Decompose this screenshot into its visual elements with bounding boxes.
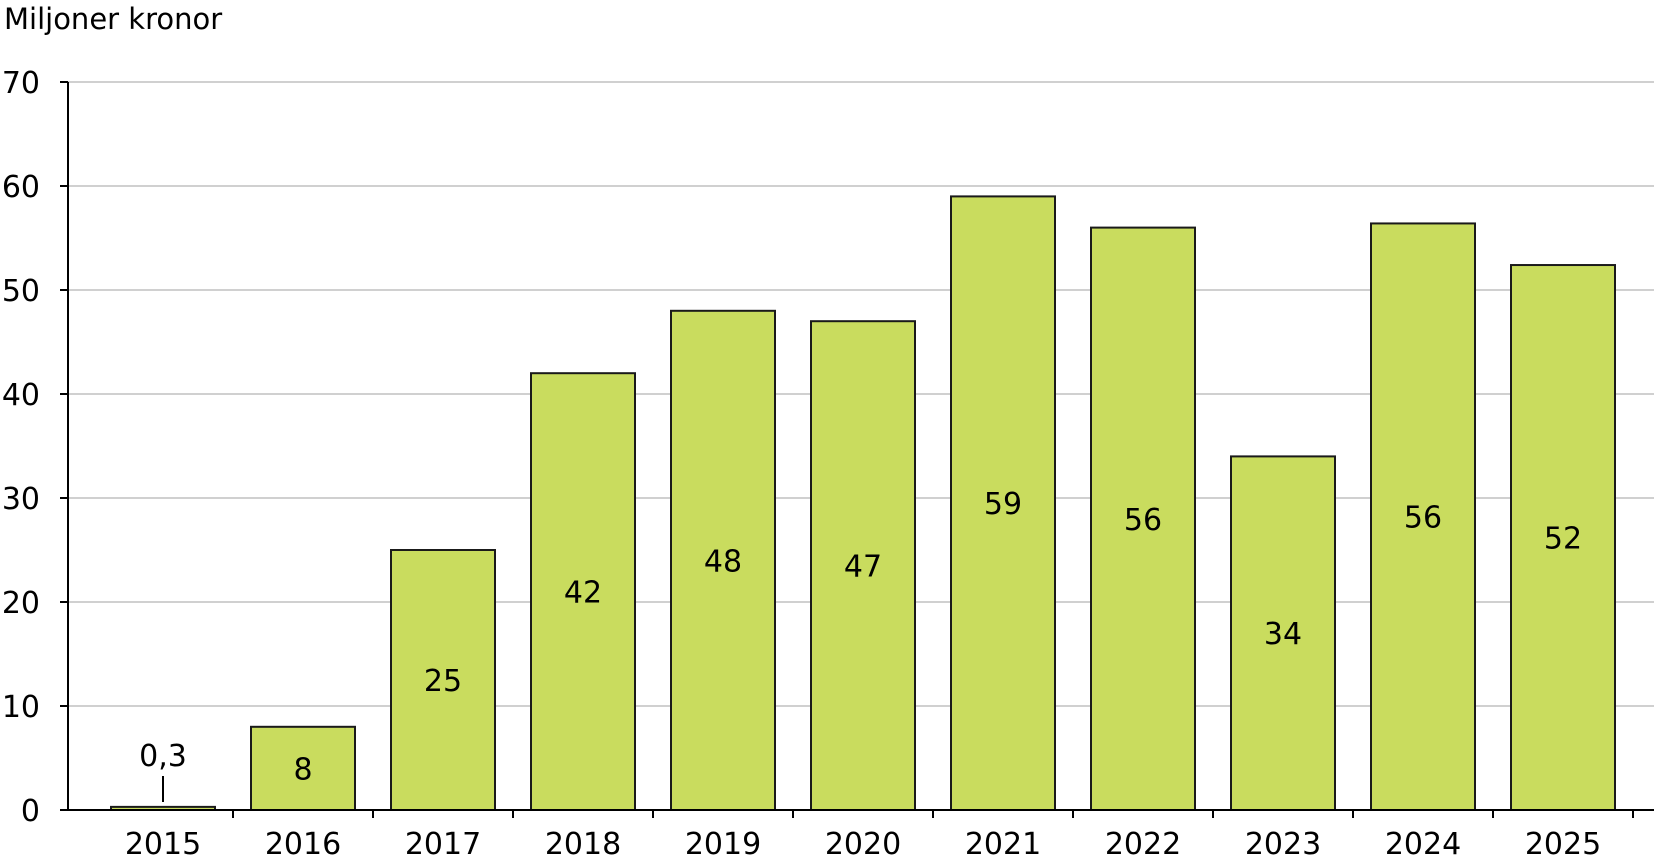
x-tick-label: 2024 bbox=[1385, 827, 1461, 862]
x-tick-label: 2016 bbox=[265, 827, 341, 862]
bar-2025 bbox=[1510, 264, 1616, 812]
data-labels: 0,3 8 25 42 48 47 59 56 34 56 52 bbox=[139, 487, 1582, 802]
y-axis-ticks: 0 10 20 30 40 50 60 70 bbox=[2, 66, 68, 829]
bar-2023 bbox=[1230, 455, 1336, 811]
data-label: 34 bbox=[1264, 617, 1302, 652]
y-tick-label: 50 bbox=[2, 274, 40, 309]
x-tick-label: 2021 bbox=[965, 827, 1041, 862]
data-label: 42 bbox=[564, 576, 602, 611]
data-label: 48 bbox=[704, 544, 742, 579]
x-axis-labels: 2015 2016 2017 2018 2019 2020 2021 2022 2023 2024… bbox=[125, 827, 1601, 862]
y-axis-label: Miljoner kronor bbox=[4, 2, 222, 36]
bar-2021 bbox=[950, 195, 1056, 811]
bar-2018 bbox=[530, 372, 636, 811]
bar-2024 bbox=[1370, 222, 1476, 811]
y-tick-label: 10 bbox=[2, 690, 40, 725]
x-tick-label: 2018 bbox=[545, 827, 621, 862]
y-tick-label: 30 bbox=[2, 482, 40, 517]
bar-2017 bbox=[390, 549, 496, 811]
bars bbox=[110, 195, 1616, 812]
data-label: 47 bbox=[844, 550, 882, 585]
x-tick-label: 2020 bbox=[825, 827, 901, 862]
data-label: 56 bbox=[1124, 503, 1162, 538]
y-tick-label: 0 bbox=[21, 794, 40, 829]
x-tick-label: 2019 bbox=[685, 827, 761, 862]
axes bbox=[60, 82, 1654, 818]
data-label: 56 bbox=[1404, 501, 1442, 536]
data-label: 8 bbox=[293, 752, 312, 787]
data-label: 25 bbox=[424, 664, 462, 699]
y-tick-label: 20 bbox=[2, 586, 40, 621]
data-label: 52 bbox=[1544, 522, 1582, 557]
x-tick-label: 2025 bbox=[1525, 827, 1601, 862]
y-tick-label: 70 bbox=[2, 66, 40, 101]
x-tick-label: 2015 bbox=[125, 827, 201, 862]
data-label: 59 bbox=[984, 487, 1022, 522]
y-tick-label: 40 bbox=[2, 378, 40, 413]
bar-2016 bbox=[250, 725, 356, 811]
x-tick-label: 2023 bbox=[1245, 827, 1321, 862]
y-tick-label: 60 bbox=[2, 170, 40, 205]
bar-2019 bbox=[670, 309, 776, 811]
data-label: 0,3 bbox=[139, 739, 187, 774]
x-tick-label: 2017 bbox=[405, 827, 481, 862]
bar-2020 bbox=[810, 320, 916, 811]
x-tick-label: 2022 bbox=[1105, 827, 1181, 862]
